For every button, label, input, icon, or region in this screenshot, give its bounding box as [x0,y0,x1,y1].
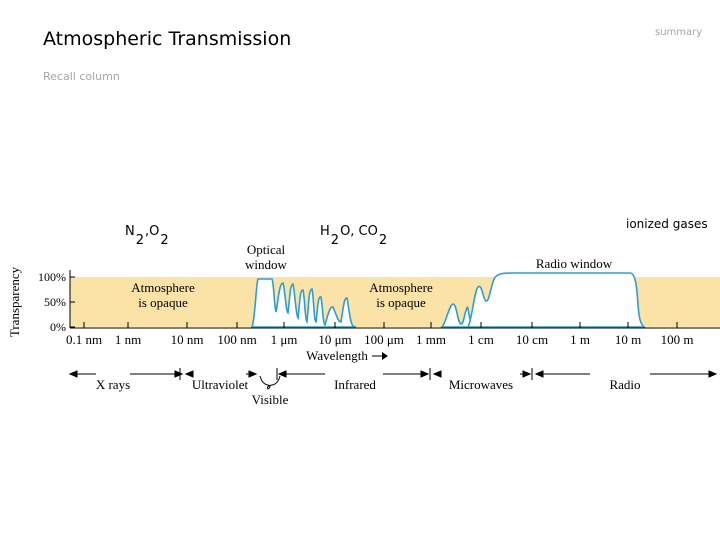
gas-label-ionized: ionized gases [626,217,708,231]
x-axis-label: Wavelength [306,348,368,363]
band-visible: Visible [252,392,289,407]
band-ultraviolet: Ultraviolet [192,377,249,392]
x-tick-label: 1 m [570,332,590,347]
x-tick-label: 100 μm [364,332,404,347]
x-tick-label: 10 μm [318,332,351,347]
y-axis [69,270,75,328]
recall-column-note: Recall column [43,70,120,83]
x-tick-label: 1 nm [115,332,141,347]
x-tick-label: 1 μm [271,332,298,347]
x-ticks [83,322,678,328]
radio-window-curve [466,272,647,328]
optical-window-label-2: window [245,257,288,272]
y-tick-50: 50% [44,295,66,309]
radio-window-label: Radio window [536,256,613,271]
x-tick-label: 0.1 nm [66,332,102,347]
opaque-right-label-2: is opaque [376,295,426,310]
x-tick-label: 10 nm [171,332,204,347]
y-axis-label: Transparency [7,266,22,337]
x-tick-label: 100 m [661,332,694,347]
visible-brace [259,375,281,390]
gas-label-n2-o2: N2,O2 [125,224,169,248]
x-tick-label: 10 cm [516,332,548,347]
x-tick-labels: 0.1 nm 1 nm 10 nm 100 nm 1 μm 10 μm 100 μm 1 mm… [66,332,694,347]
x-tick-label: 1 cm [468,332,494,347]
band-x-rays: X rays [96,377,130,392]
optical-window-label: Optical [247,242,286,257]
summary-link[interactable]: summary [655,27,703,38]
x-tick-label: 100 nm [217,332,256,347]
y-tick-100: 100% [38,270,66,284]
x-tick-label: 10 m [615,332,641,347]
band-arrows [68,368,718,380]
opaque-right-label: Atmosphere [369,280,433,295]
gas-label-h2o-co2: H2O, CO2 [320,224,388,248]
optical-window-curve [250,278,357,328]
x-tick-label: 1 mm [416,332,446,347]
band-radio: Radio [609,377,640,392]
y-tick-0: 0% [50,320,66,334]
band-infrared: Infrared [334,377,376,392]
slide-title: Atmospheric Transmission [43,28,292,50]
opaque-left-label: Atmosphere [131,280,195,295]
band-microwaves: Microwaves [449,377,513,392]
microwave-window-curve [440,303,475,328]
opaque-left-label-2: is opaque [138,295,188,310]
